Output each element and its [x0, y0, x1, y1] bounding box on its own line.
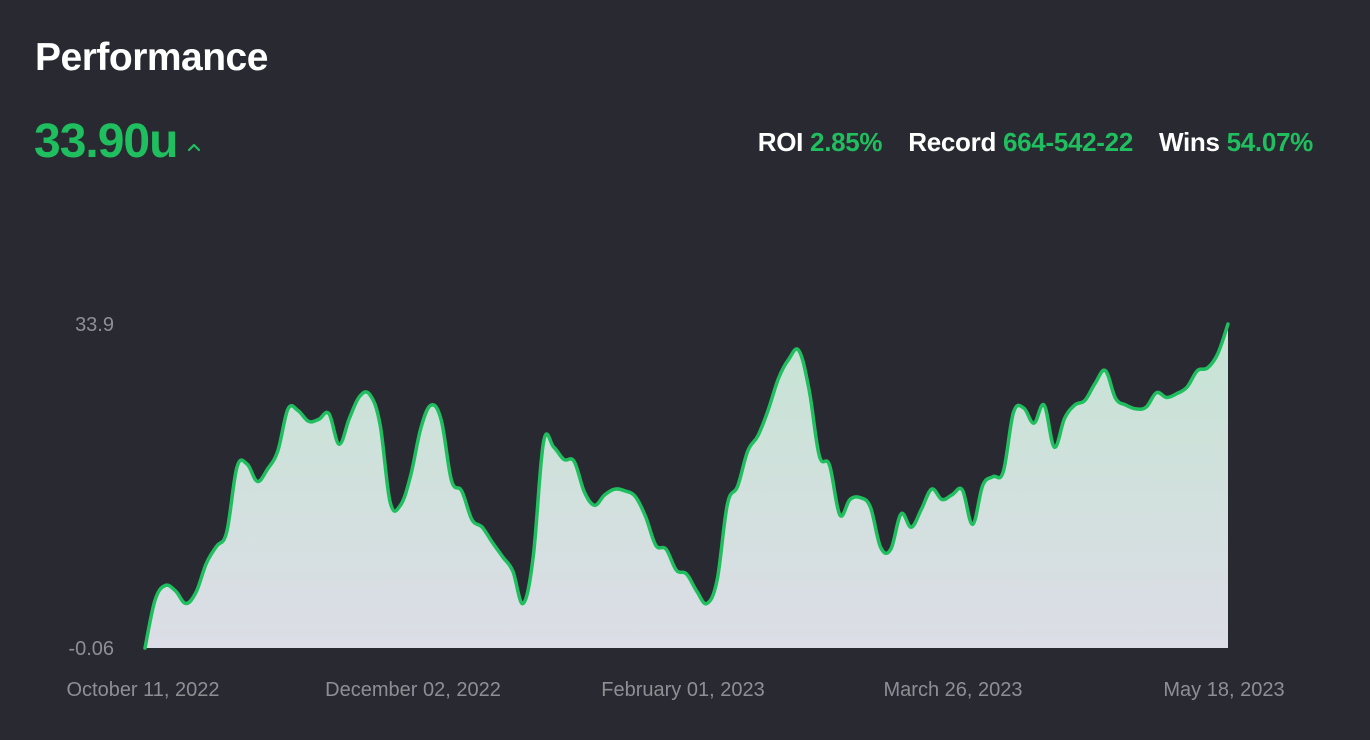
total-units-value: 33.90u	[34, 115, 178, 168]
series-area	[145, 324, 1228, 648]
roi-label: ROI	[757, 127, 804, 157]
y-tick-label: -0.06	[68, 638, 114, 660]
record-label: Record	[908, 127, 997, 157]
wins-label: Wins	[1158, 127, 1220, 157]
record-stat: Record 664-542-22	[908, 127, 1133, 158]
x-tick-label: December 02, 2022	[325, 679, 501, 701]
total-units: 33.90u	[34, 114, 201, 169]
chevron-up-icon	[188, 143, 201, 152]
x-tick-label: March 26, 2023	[884, 679, 1023, 701]
x-tick-label: February 01, 2023	[601, 679, 764, 701]
series-line	[143, 322, 1230, 650]
page-title: Performance	[35, 36, 268, 79]
record-value: 664-542-22	[1002, 127, 1133, 157]
roi-stat: ROI 2.85%	[758, 127, 883, 158]
roi-value: 2.85%	[810, 127, 883, 157]
y-tick-label: 33.9	[75, 314, 114, 336]
wins-value: 54.07%	[1226, 127, 1314, 157]
x-tick-label: October 11, 2022	[66, 679, 219, 701]
stats-summary: ROI 2.85% Record 664-542-22 Wins 54.07%	[732, 127, 1314, 158]
x-tick-label: May 18, 2023	[1163, 679, 1284, 701]
wins-stat: Wins 54.07%	[1159, 127, 1313, 158]
